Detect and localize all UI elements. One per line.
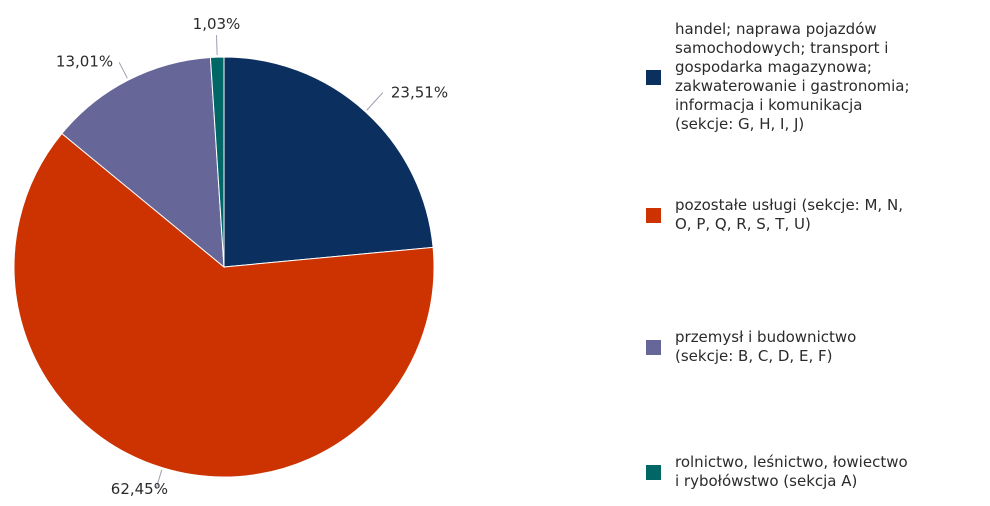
leader-line <box>155 469 163 489</box>
legend-item-agriculture: rolnictwo, leśnictwo, łowiectwo i rybołó… <box>646 453 985 491</box>
percent-label: 13,01% <box>56 52 113 70</box>
percent-label: 62,45% <box>111 480 168 498</box>
slice-industry-construction <box>61 56 225 269</box>
leader-line <box>215 35 218 56</box>
legend-label: handel; naprawa pojazdów samochodowych; … <box>675 20 910 133</box>
percent-label: 23,51% <box>391 83 448 101</box>
legend-swatch <box>646 464 661 480</box>
legend-label: pozostałe usługi (sekcje: M, N, O, P, Q,… <box>675 196 903 233</box>
legend-label: przemysł i budownictwo (sekcje: B, C, D,… <box>675 328 857 365</box>
percent-labels: 23,51% 62,45% 13,01% 1,03% <box>56 15 448 498</box>
legend-item-trade-transport: handel; naprawa pojazdów samochodowych; … <box>646 20 985 134</box>
legend-swatch <box>646 207 661 223</box>
legend-item-industry-construction: przemysł i budownictwo (sekcje: B, C, D,… <box>646 328 985 366</box>
leader-line <box>118 62 128 79</box>
slice-agriculture <box>209 56 225 268</box>
leader-lines <box>118 35 384 489</box>
legend-swatch <box>646 69 661 85</box>
pie-slices <box>13 56 435 478</box>
percent-label: 1,03% <box>193 15 241 33</box>
leader-line <box>366 92 384 111</box>
legend-item-other-services: pozostałe usługi (sekcje: M, N, O, P, Q,… <box>646 196 985 234</box>
legend-label: rolnictwo, leśnictwo, łowiectwo i rybołó… <box>675 453 908 490</box>
legend-swatch <box>646 339 661 355</box>
slice-other-services <box>13 132 435 478</box>
slice-trade-transport <box>223 56 434 268</box>
